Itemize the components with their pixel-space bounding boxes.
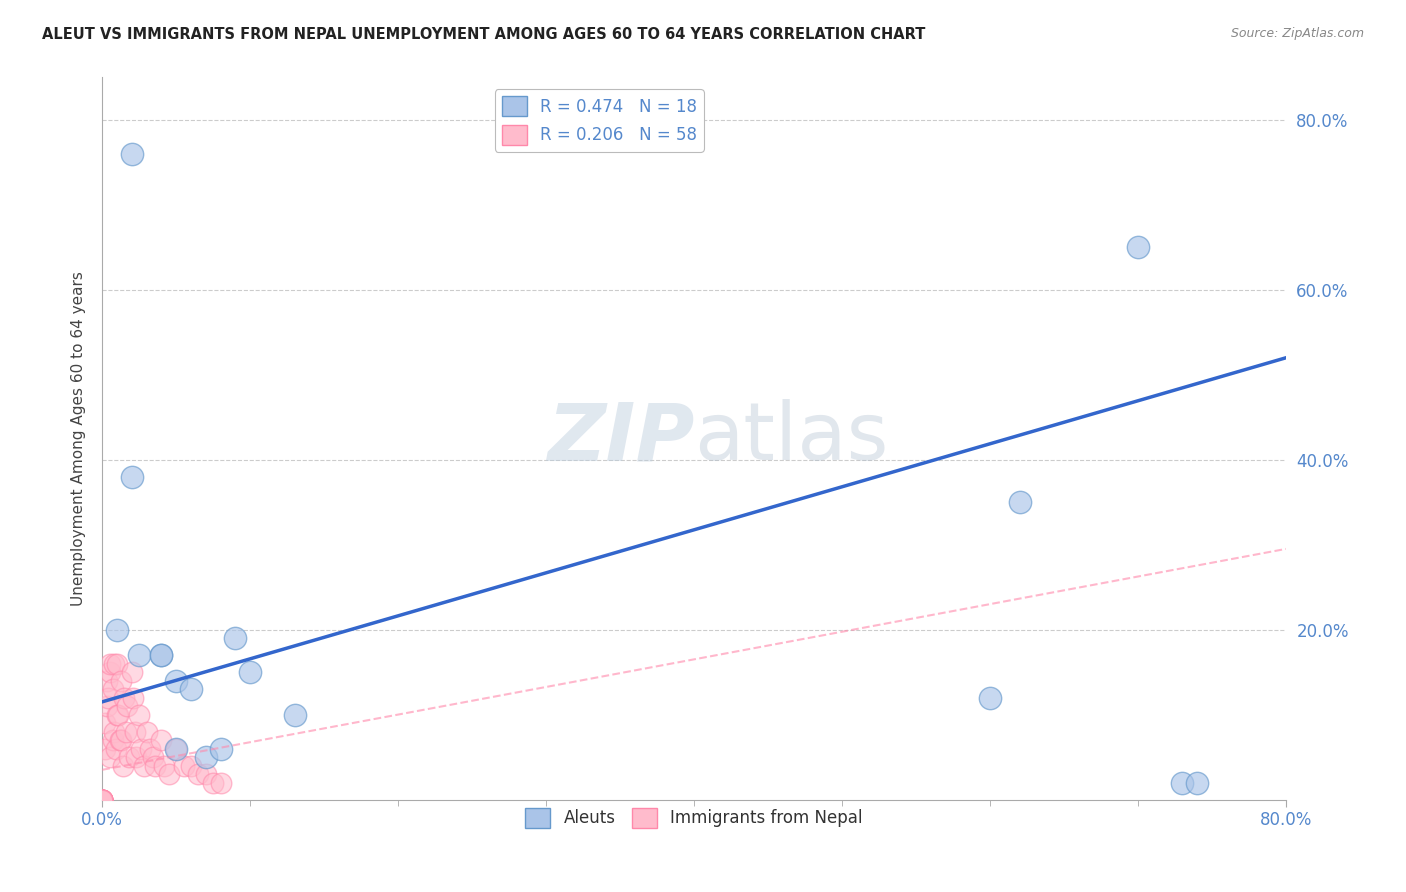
Point [101, 733, 124, 747]
Point [122, 690, 145, 705]
Point [103, 724, 125, 739]
Point [96, 699, 118, 714]
Point [150, 648, 173, 662]
Point [150, 648, 173, 662]
Point [124, 724, 146, 739]
Point [224, 631, 246, 645]
Point [91, 792, 114, 806]
Text: ALEUT VS IMMIGRANTS FROM NEPAL UNEMPLOYMENT AMONG AGES 60 TO 64 YEARS CORRELATIO: ALEUT VS IMMIGRANTS FROM NEPAL UNEMPLOYM… [42, 27, 925, 42]
Point [141, 750, 163, 764]
Point [145, 758, 167, 772]
Point [157, 767, 180, 781]
Point [128, 648, 150, 662]
Text: Source: ZipAtlas.com: Source: ZipAtlas.com [1230, 27, 1364, 40]
Point [91, 792, 114, 806]
Point [91, 792, 114, 806]
Point [97, 690, 120, 705]
Point [173, 758, 195, 772]
Point [180, 682, 202, 697]
Text: ZIP: ZIP [547, 400, 695, 477]
Legend: Aleuts, Immigrants from Nepal: Aleuts, Immigrants from Nepal [519, 801, 870, 835]
Point [121, 665, 143, 679]
Point [91, 792, 114, 806]
Point [1126, 240, 1149, 254]
Point [150, 733, 173, 747]
Point [103, 657, 125, 671]
Point [209, 741, 232, 756]
Point [194, 767, 217, 781]
Point [1171, 775, 1194, 789]
Point [91, 792, 114, 806]
Point [165, 673, 187, 688]
Point [202, 775, 225, 789]
Point [98, 665, 121, 679]
Point [94, 741, 117, 756]
Point [135, 724, 157, 739]
Point [91, 792, 114, 806]
Text: atlas: atlas [695, 400, 889, 477]
Point [187, 767, 209, 781]
Point [121, 469, 143, 483]
Point [98, 750, 121, 764]
Point [118, 750, 141, 764]
Point [91, 792, 114, 806]
Point [104, 741, 127, 756]
Point [1185, 775, 1208, 789]
Point [110, 733, 132, 747]
Point [121, 147, 143, 161]
Point [165, 741, 187, 756]
Point [138, 741, 160, 756]
Point [128, 707, 150, 722]
Point [111, 758, 134, 772]
Point [101, 682, 124, 697]
Point [107, 707, 129, 722]
Point [91, 792, 114, 806]
Y-axis label: Unemployment Among Ages 60 to 64 years: Unemployment Among Ages 60 to 64 years [72, 271, 86, 606]
Point [117, 699, 139, 714]
Point [112, 690, 135, 705]
Point [165, 741, 187, 756]
Point [91, 792, 114, 806]
Point [239, 665, 262, 679]
Point [194, 750, 217, 764]
Point [115, 724, 138, 739]
Point [209, 775, 232, 789]
Point [91, 792, 114, 806]
Point [98, 657, 121, 671]
Point [105, 657, 128, 671]
Point [153, 758, 176, 772]
Point [1008, 495, 1031, 509]
Point [91, 792, 114, 806]
Point [91, 792, 114, 806]
Point [979, 690, 1001, 705]
Point [105, 623, 128, 637]
Point [284, 707, 307, 722]
Point [91, 792, 114, 806]
Point [96, 673, 118, 688]
Point [110, 673, 132, 688]
Point [180, 758, 202, 772]
Point [105, 707, 128, 722]
Point [125, 750, 148, 764]
Point [108, 733, 131, 747]
Point [129, 741, 152, 756]
Point [132, 758, 155, 772]
Point [94, 716, 117, 731]
